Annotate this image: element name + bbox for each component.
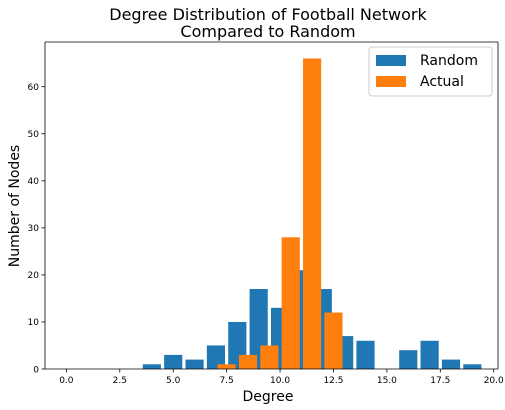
bar-random-0: [142, 364, 161, 369]
x-tick-label: 10.0: [270, 376, 290, 386]
legend-swatch-random: [376, 55, 406, 66]
legend-label-random: Random: [420, 53, 478, 69]
bar-random-13: [441, 359, 461, 369]
y-tick-label: 0: [33, 365, 39, 375]
legend-label-actual: Actual: [420, 74, 464, 90]
bar-random-14: [463, 364, 482, 369]
x-tick-label: 17.5: [430, 376, 450, 386]
bar-actual-0: [217, 364, 236, 369]
bar-actual-3: [281, 237, 300, 369]
bar-actual-2: [260, 345, 279, 369]
y-tick-label: 50: [28, 130, 40, 140]
chart-title-line-1: Degree Distribution of Football Network: [109, 5, 427, 24]
x-ticks: 0.0 2.5 5.0 7.5 10.0 12.5 15.0 17.5 20.0: [59, 369, 504, 386]
y-tick-label: 60: [28, 83, 40, 93]
x-tick-label: 5.0: [166, 376, 181, 386]
chart-title: Degree Distribution of Football Network …: [109, 5, 427, 41]
y-tick-label: 10: [28, 318, 40, 328]
legend-swatch-actual: [376, 76, 406, 87]
x-tick-label: 12.5: [323, 376, 343, 386]
bar-random-10: [356, 340, 375, 369]
bar-random-11: [399, 350, 418, 369]
bar-actual-5: [324, 312, 343, 369]
y-tick-label: 40: [28, 177, 40, 187]
bar-random-3: [206, 345, 226, 369]
chart-title-line-2: Compared to Random: [180, 22, 355, 41]
x-tick-label: 0.0: [59, 376, 74, 386]
bar-actual-1: [238, 354, 258, 369]
y-ticks: 0 10 20 30 40 50 60: [28, 83, 45, 375]
bars-group: [142, 58, 482, 369]
bar-random-2: [185, 359, 204, 369]
bar-actual-4: [303, 58, 322, 369]
y-tick-label: 20: [28, 271, 40, 281]
x-tick-label: 15.0: [377, 376, 397, 386]
y-axis-label: Number of Nodes: [7, 145, 23, 267]
x-tick-label: 2.5: [113, 376, 127, 386]
axes-group: [44, 41, 499, 370]
x-axis-label: Degree: [243, 389, 294, 405]
x-tick-label: 20.0: [484, 376, 504, 386]
x-tick-label: 7.5: [219, 376, 233, 386]
bar-random-1: [164, 354, 183, 369]
bar-random-12: [420, 340, 439, 369]
y-tick-label: 30: [28, 224, 40, 234]
legend: Random Actual: [368, 46, 493, 97]
